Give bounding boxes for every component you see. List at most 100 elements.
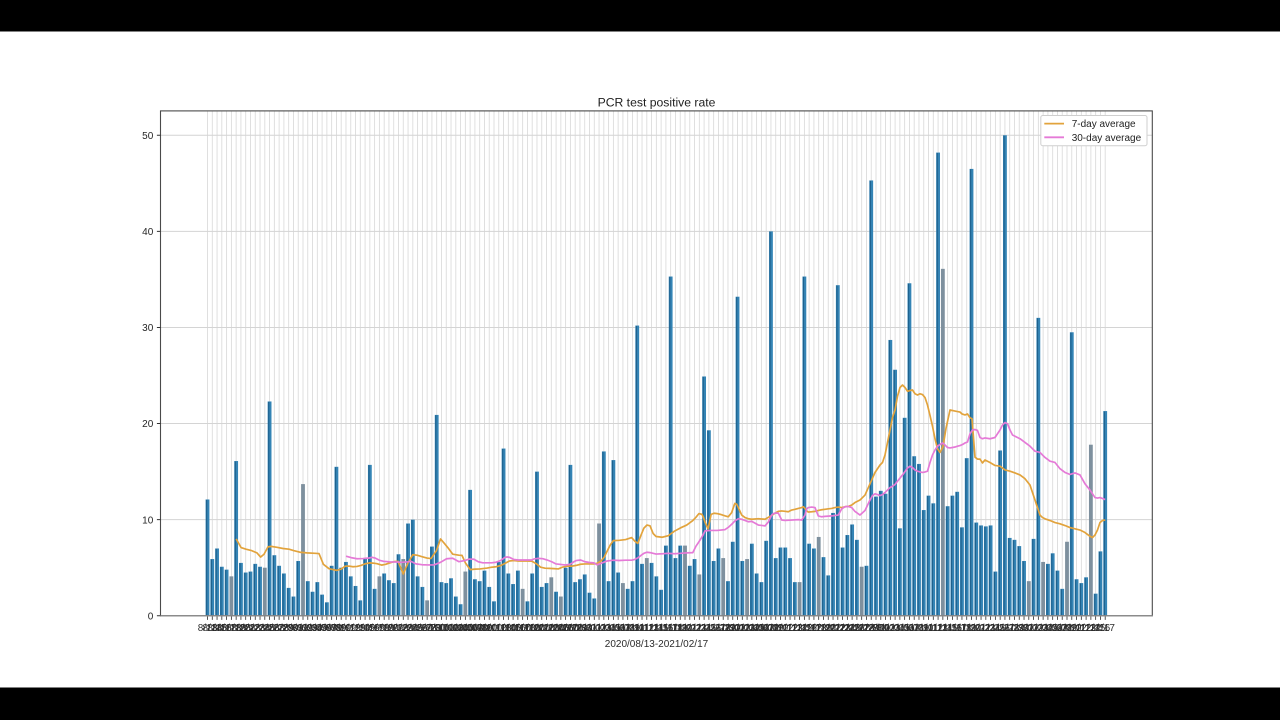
svg-text:8/21: 8/21: [236, 623, 256, 634]
svg-text:2/15: 2/15: [1086, 623, 1106, 634]
svg-text:11/12: 11/12: [630, 623, 655, 634]
svg-text:10/05: 10/05: [448, 623, 473, 634]
svg-text:11/25: 11/25: [692, 623, 717, 634]
svg-text:20: 20: [142, 419, 154, 430]
svg-text:40: 40: [142, 227, 154, 238]
svg-text:11/13: 11/13: [635, 623, 660, 634]
svg-text:8/16: 8/16: [212, 623, 232, 634]
svg-text:10/17: 10/17: [505, 623, 530, 634]
svg-text:2/03: 2/03: [1029, 623, 1049, 634]
svg-text:8/24: 8/24: [250, 623, 270, 634]
svg-text:9/07: 9/07: [317, 623, 337, 634]
svg-text:12/06: 12/06: [744, 623, 769, 634]
svg-text:10/09: 10/09: [467, 623, 492, 634]
svg-text:11/30: 11/30: [716, 623, 741, 634]
svg-text:9/28: 9/28: [417, 623, 437, 634]
svg-text:50: 50: [142, 131, 154, 142]
svg-text:2/05: 2/05: [1038, 623, 1058, 634]
svg-text:10/16: 10/16: [501, 623, 526, 634]
svg-text:10/30: 10/30: [567, 623, 592, 634]
svg-text:2/01: 2/01: [1019, 623, 1039, 634]
svg-text:1/24: 1/24: [981, 623, 1001, 634]
svg-text:9/22: 9/22: [389, 623, 409, 634]
svg-text:12/21: 12/21: [816, 623, 841, 634]
svg-text:8/20: 8/20: [231, 623, 251, 634]
svg-text:2/12: 2/12: [1072, 623, 1092, 634]
svg-text:10/29: 10/29: [563, 623, 588, 634]
svg-text:12/26: 12/26: [840, 623, 865, 634]
svg-text:8/26: 8/26: [260, 623, 280, 634]
svg-text:9/23: 9/23: [394, 623, 414, 634]
svg-text:8/17: 8/17: [217, 623, 237, 634]
svg-text:8/22: 8/22: [241, 623, 261, 634]
svg-text:1/03: 1/03: [881, 623, 901, 634]
svg-text:11/20: 11/20: [668, 623, 693, 634]
svg-text:8/25: 8/25: [255, 623, 275, 634]
svg-text:1/09: 1/09: [909, 623, 929, 634]
svg-text:1/20: 1/20: [962, 623, 982, 634]
svg-text:11/19: 11/19: [663, 623, 688, 634]
svg-text:10/25: 10/25: [544, 623, 569, 634]
svg-text:1/12: 1/12: [924, 623, 944, 634]
svg-text:10/06: 10/06: [453, 623, 478, 634]
svg-text:1/26: 1/26: [990, 623, 1010, 634]
svg-text:9/19: 9/19: [374, 623, 394, 634]
svg-text:9/20: 9/20: [379, 623, 399, 634]
svg-text:1/23: 1/23: [976, 623, 996, 634]
svg-text:9/15: 9/15: [355, 623, 375, 634]
svg-text:2/16: 2/16: [1091, 623, 1111, 634]
svg-text:1/05: 1/05: [890, 623, 910, 634]
svg-text:12/17: 12/17: [797, 623, 822, 634]
svg-text:10/15: 10/15: [496, 623, 521, 634]
svg-text:11/03: 11/03: [587, 623, 612, 634]
svg-text:11/24: 11/24: [687, 623, 712, 634]
svg-text:11/09: 11/09: [616, 623, 641, 634]
svg-text:10/03: 10/03: [439, 623, 464, 634]
svg-text:12/15: 12/15: [787, 623, 812, 634]
svg-text:PCR test positive rate: PCR test positive rate: [598, 95, 716, 109]
svg-text:10/13: 10/13: [486, 623, 511, 634]
svg-text:12/09: 12/09: [758, 623, 783, 634]
svg-text:10/07: 10/07: [458, 623, 483, 634]
svg-text:9/10: 9/10: [331, 623, 351, 634]
svg-text:9/01: 9/01: [288, 623, 308, 634]
svg-text:1/21: 1/21: [967, 623, 987, 634]
svg-text:1/15: 1/15: [938, 623, 958, 634]
svg-text:30-day average: 30-day average: [1072, 133, 1142, 144]
svg-text:8/28: 8/28: [269, 623, 289, 634]
svg-text:11/14: 11/14: [639, 623, 664, 634]
svg-text:2/07: 2/07: [1048, 623, 1068, 634]
svg-text:12/07: 12/07: [749, 623, 774, 634]
svg-text:10/18: 10/18: [510, 623, 535, 634]
svg-text:12/05: 12/05: [739, 623, 764, 634]
svg-text:9/24: 9/24: [398, 623, 418, 634]
svg-text:9/05: 9/05: [308, 623, 328, 634]
svg-text:9/17: 9/17: [365, 623, 385, 634]
svg-text:8/18: 8/18: [222, 623, 242, 634]
svg-text:2/17: 2/17: [1095, 623, 1115, 634]
svg-text:10/28: 10/28: [558, 623, 583, 634]
svg-text:12/01: 12/01: [720, 623, 745, 634]
svg-text:10/24: 10/24: [539, 623, 564, 634]
svg-text:11/01: 11/01: [577, 623, 602, 634]
svg-text:12/30: 12/30: [859, 623, 884, 634]
svg-text:1/10: 1/10: [914, 623, 934, 634]
svg-text:8/31: 8/31: [284, 623, 304, 634]
svg-text:1/19: 1/19: [957, 623, 977, 634]
svg-text:2/02: 2/02: [1024, 623, 1044, 634]
svg-text:11/02: 11/02: [582, 623, 607, 634]
svg-text:9/16: 9/16: [360, 623, 380, 634]
svg-text:10/23: 10/23: [534, 623, 559, 634]
svg-text:9/27: 9/27: [413, 623, 433, 634]
svg-text:10/08: 10/08: [462, 623, 487, 634]
svg-text:9/04: 9/04: [303, 623, 323, 634]
svg-text:12/29: 12/29: [854, 623, 879, 634]
svg-text:12/02: 12/02: [725, 623, 750, 634]
svg-text:8/23: 8/23: [246, 623, 266, 634]
svg-text:9/26: 9/26: [408, 623, 428, 634]
svg-text:9/30: 9/30: [427, 623, 447, 634]
svg-text:9/14: 9/14: [351, 623, 371, 634]
svg-text:12/10: 12/10: [763, 623, 788, 634]
svg-text:2/04: 2/04: [1033, 623, 1053, 634]
svg-text:12/16: 12/16: [792, 623, 817, 634]
